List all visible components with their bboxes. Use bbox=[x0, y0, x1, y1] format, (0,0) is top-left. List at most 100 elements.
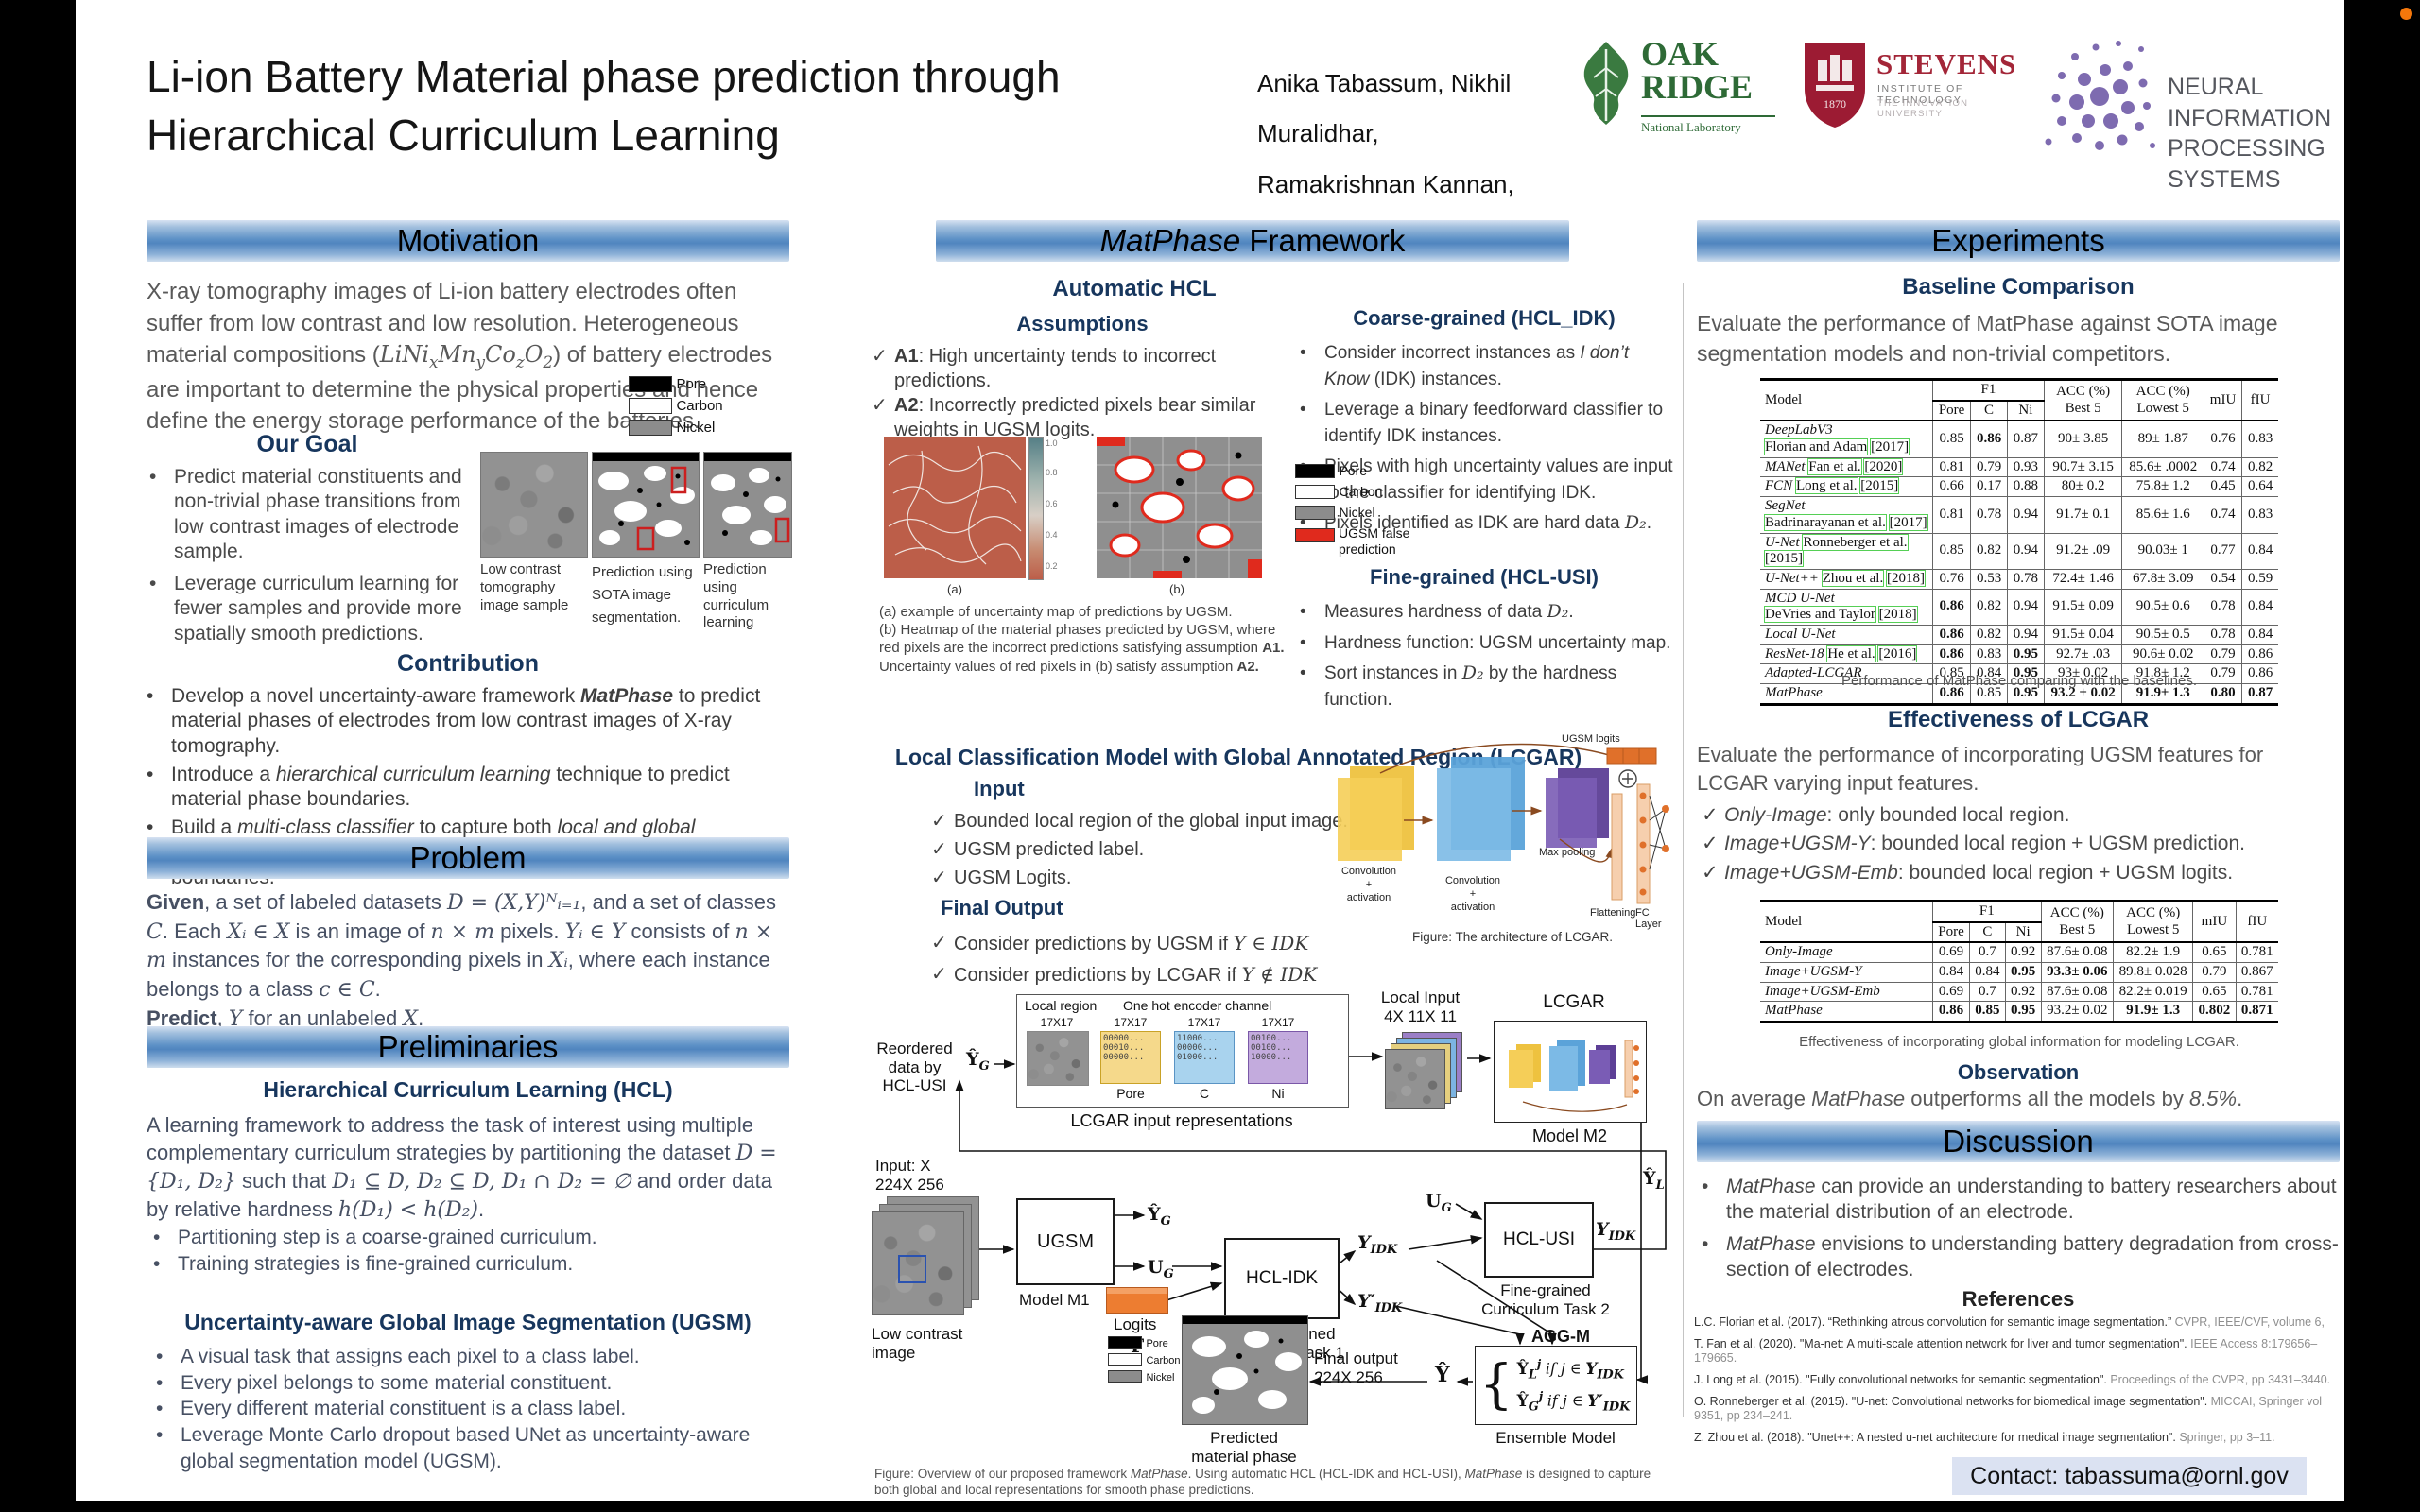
assumptions-list: ✓ A1: High uncertainty tends to incorrect… bbox=[872, 344, 1297, 442]
citation-link[interactable]: [2015] bbox=[1764, 550, 1804, 568]
bullet-icon: • bbox=[1300, 632, 1306, 653]
hcl-idk-box: HCL-IDK bbox=[1224, 1238, 1340, 1319]
assumption-a2: A2: Incorrectly predicted pixels bear si… bbox=[894, 395, 1256, 440]
yhat-l-symbol: ŶL bbox=[1643, 1168, 1665, 1193]
matphase-overview-diagram: Reordered data by HCL-USI ŶG Local regio… bbox=[870, 983, 1673, 1466]
check-icon: ✓ bbox=[931, 933, 947, 954]
bullet-icon: • bbox=[1300, 513, 1306, 534]
final-output-1: Consider predictions by UGSM if Y ∈ IDK bbox=[954, 932, 1309, 954]
contribution-bullet-2: Introduce a hierarchical curriculum lear… bbox=[171, 763, 730, 810]
tick-label: 0.6 bbox=[1046, 499, 1058, 508]
reference-item: O. Ronneberger et al. (2015). "U-net: Co… bbox=[1694, 1394, 2323, 1423]
fine-curriculum-label: Fine-grained Curriculum Task 2 bbox=[1481, 1281, 1610, 1318]
dim-label: 17X17 bbox=[1114, 1016, 1148, 1029]
reference-item: L.C. Florian et al. (2017). “Rethinking … bbox=[1694, 1315, 2325, 1329]
stevens-sublabel-2: THE INNOVATION UNIVERSITY bbox=[1877, 98, 1969, 119]
legend-label-pore: Pore bbox=[676, 376, 707, 392]
final-output-list: ✓ Consider predictions by UGSM if Y ∈ IDK… bbox=[931, 928, 1479, 990]
architecture-drawing bbox=[1338, 743, 1669, 904]
lcgar-input-heading: Input bbox=[974, 777, 1025, 800]
citation-link[interactable]: [2015] bbox=[1859, 477, 1900, 495]
legend-label-carbon: Carbon bbox=[676, 398, 723, 414]
citation-link[interactable]: Ronneberger et al. bbox=[1802, 533, 1909, 551]
fine-bullet-3: Sort instances in D₂ by the hardness fun… bbox=[1324, 662, 1617, 710]
citation-link[interactable]: [2017] bbox=[1888, 513, 1928, 531]
ugsm-box: UGSM bbox=[1016, 1198, 1115, 1285]
contribution-heading: Contribution bbox=[397, 650, 539, 677]
yhat-g-output-symbol: ŶG bbox=[1148, 1204, 1171, 1228]
oak-ridge-logo: OAK RIDGE National Laboratory bbox=[1577, 36, 1780, 163]
legend-label: Nickel bbox=[1339, 505, 1375, 520]
bullet-icon: • bbox=[147, 816, 154, 839]
brace-glyph: { bbox=[1479, 1353, 1513, 1416]
table-row: MatPhase 0.86 0.85 0.95 93.2 ± 0.02 91.9± 1.3… bbox=[1760, 683, 2278, 705]
assumptions-heading: Assumptions bbox=[1016, 312, 1149, 335]
reference-item: J. Long et al. (2015). "Fully convolutio… bbox=[1694, 1372, 2331, 1386]
citation-link[interactable]: [2016] bbox=[1877, 644, 1918, 662]
effectiveness-text: Evaluate the performance of incorporatin… bbox=[1697, 743, 2264, 795]
legend-swatch-pore bbox=[629, 376, 672, 393]
nickel-channel-label: Ni bbox=[1271, 1086, 1285, 1101]
citation-link[interactable]: [2018] bbox=[1877, 606, 1918, 624]
discussion-bullet-1: MatPhase can provide an understanding to… bbox=[1726, 1176, 2337, 1224]
motivation-intro: X-ray tomography images of Li-ion batter… bbox=[147, 279, 773, 435]
low-contrast-sample-image bbox=[480, 452, 588, 558]
legend-label: Carbon bbox=[1339, 484, 1383, 499]
hcl-bullet-1: Partitioning step is a coarse-grained cu… bbox=[178, 1227, 597, 1248]
citation-link[interactable]: Long et al. bbox=[1794, 477, 1858, 495]
image-caption-3: Prediction using curriculum learning bbox=[703, 561, 769, 631]
citation-link[interactable]: He et al. bbox=[1826, 644, 1876, 662]
neurips-line-1: NEURAL INFORMATION bbox=[2168, 74, 2332, 131]
poster: Li-ion Battery Material phase prediction… bbox=[76, 0, 2344, 1501]
table-row: DeepLabV3 Florian and Adam [2017] 0.85 0.86… bbox=[1760, 420, 2278, 458]
bullet-icon: • bbox=[147, 685, 154, 707]
bullet-icon: • bbox=[1300, 602, 1306, 622]
predicted-material-phase-label: Predicted material phase bbox=[1191, 1429, 1297, 1466]
logits-tensor bbox=[1106, 1287, 1168, 1314]
lcgar-mini-architecture bbox=[1509, 1040, 1639, 1112]
onehot-encoder-label: One hot encoder channel bbox=[1123, 998, 1272, 1013]
conv-activation-label-1: Convolution + activation bbox=[1340, 866, 1397, 903]
dim-label: 17X17 bbox=[1261, 1016, 1295, 1029]
ornl-sublabel: National Laboratory bbox=[1641, 115, 1775, 135]
citation-link[interactable]: [2018] bbox=[1885, 569, 1926, 587]
local-region-label: Local region bbox=[1025, 998, 1098, 1013]
sota-prediction-image bbox=[592, 452, 700, 558]
table-row: Local U-Net 0.86 0.82 0.94 91.5± 0.04 90.5± 0… bbox=[1760, 624, 2278, 645]
hcl-usi-box: HCL-USI bbox=[1484, 1202, 1594, 1278]
check-icon: ✓ bbox=[931, 964, 947, 985]
check-icon: ✓ bbox=[872, 346, 888, 367]
column-divider bbox=[1683, 284, 1684, 1418]
y-idk-prime-symbol: Y′IDK bbox=[1357, 1291, 1403, 1315]
legend-label: Nickel bbox=[1146, 1372, 1175, 1383]
citation-link[interactable]: [2017] bbox=[1870, 438, 1910, 456]
ornl-word-oak: OAK bbox=[1641, 35, 1720, 73]
reference-item: Z. Zhou et al. (2018). "Unet++: A nested… bbox=[1694, 1430, 2275, 1444]
predicted-legend: Pore Carbon Nickel bbox=[1108, 1334, 1182, 1385]
lcgar-input-2: UGSM predicted label. bbox=[954, 839, 1145, 860]
tick-label: 0.8 bbox=[1046, 468, 1058, 477]
discussion-bullet-2: MatPhase envisions to understanding batt… bbox=[1726, 1232, 2339, 1280]
image-caption-2: Prediction using SOTA image segmentation… bbox=[592, 564, 693, 626]
citation-link[interactable]: [2020] bbox=[1863, 457, 1904, 475]
model-m1-label: Model M1 bbox=[1019, 1291, 1090, 1309]
citation-link[interactable]: Zhou et al. bbox=[1821, 569, 1885, 587]
bullet-icon: • bbox=[149, 466, 157, 488]
legend-label: UGSM false prediction bbox=[1339, 525, 1410, 557]
heatmap-caption: (a) example of uncertainty map of predic… bbox=[879, 604, 1285, 675]
image-caption-1: Low contrast tomography image sample bbox=[480, 561, 569, 613]
citation-link[interactable]: Fan et al. bbox=[1807, 457, 1862, 475]
citation-link[interactable]: Florian and Adam bbox=[1763, 438, 1869, 456]
legend-label: Carbon bbox=[1146, 1355, 1181, 1366]
citation-link[interactable]: Badrinarayanan et al. bbox=[1764, 513, 1887, 531]
ugsm-bullet-1: A visual task that assigns each pixel to… bbox=[181, 1346, 640, 1367]
citation-link[interactable]: DeVries and Taylor bbox=[1764, 606, 1876, 624]
ablation-table-caption: Effectiveness of incorporating global in… bbox=[1799, 1034, 2239, 1050]
coarse-bullet-3: Pixels with high uncertainty values are … bbox=[1324, 456, 1673, 503]
effectiveness-checks: ✓ Only-Image: only bounded local region. … bbox=[1702, 801, 2340, 887]
bullet-icon: • bbox=[1300, 343, 1306, 363]
ensemble-model-box: { ŶLj if j ∈ YIDK ŶGj if j ∈ Y′IDK bbox=[1475, 1346, 1637, 1425]
assumption-a1: A1: High uncertainty tends to incorrect … bbox=[894, 346, 1217, 391]
table-row: MANet Fan et al. [2020] 0.81 0.79 0.93 90.7±… bbox=[1760, 456, 2278, 478]
colorbar-ticks: 1.0 0.8 0.6 0.4 0.2 bbox=[1046, 437, 1074, 578]
